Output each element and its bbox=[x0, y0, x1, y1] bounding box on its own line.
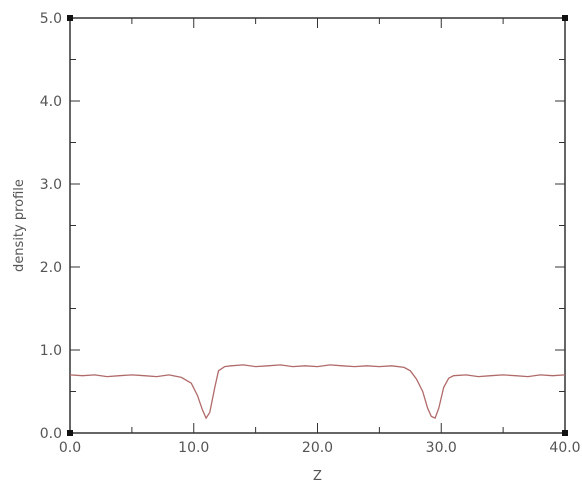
density-profile-line bbox=[69, 364, 566, 420]
y-tick-label: 5.0 bbox=[40, 11, 62, 27]
frame-corner-3 bbox=[562, 430, 568, 436]
y-tick-label: 0.0 bbox=[40, 426, 62, 442]
x-tick-label: 40.0 bbox=[549, 440, 580, 456]
plot-frame bbox=[69, 17, 566, 434]
y-tick-label: 2.0 bbox=[40, 260, 62, 276]
x-tick-label: 10.0 bbox=[178, 440, 209, 456]
y-tick-labels: 0.0 1.0 2.0 3.0 4.0 5.0 bbox=[40, 11, 62, 442]
frame-corner-1 bbox=[562, 15, 568, 21]
y-tick-label: 3.0 bbox=[40, 177, 62, 193]
x-tick-label: 20.0 bbox=[302, 440, 333, 456]
axis-ticks bbox=[69, 17, 566, 434]
frame-corner-markers bbox=[67, 15, 568, 436]
y-tick-label: 4.0 bbox=[40, 94, 62, 110]
x-tick-labels: 0.0 10.0 20.0 30.0 40.0 bbox=[59, 440, 581, 456]
frame-corner-0 bbox=[67, 15, 73, 21]
y-tick-label: 1.0 bbox=[40, 343, 62, 359]
frame-corner-2 bbox=[67, 430, 73, 436]
x-tick-label: 0.0 bbox=[59, 440, 81, 456]
y-axis-title: density profile bbox=[12, 179, 27, 272]
x-axis-title: Z bbox=[313, 469, 322, 484]
x-tick-label: 30.0 bbox=[426, 440, 457, 456]
